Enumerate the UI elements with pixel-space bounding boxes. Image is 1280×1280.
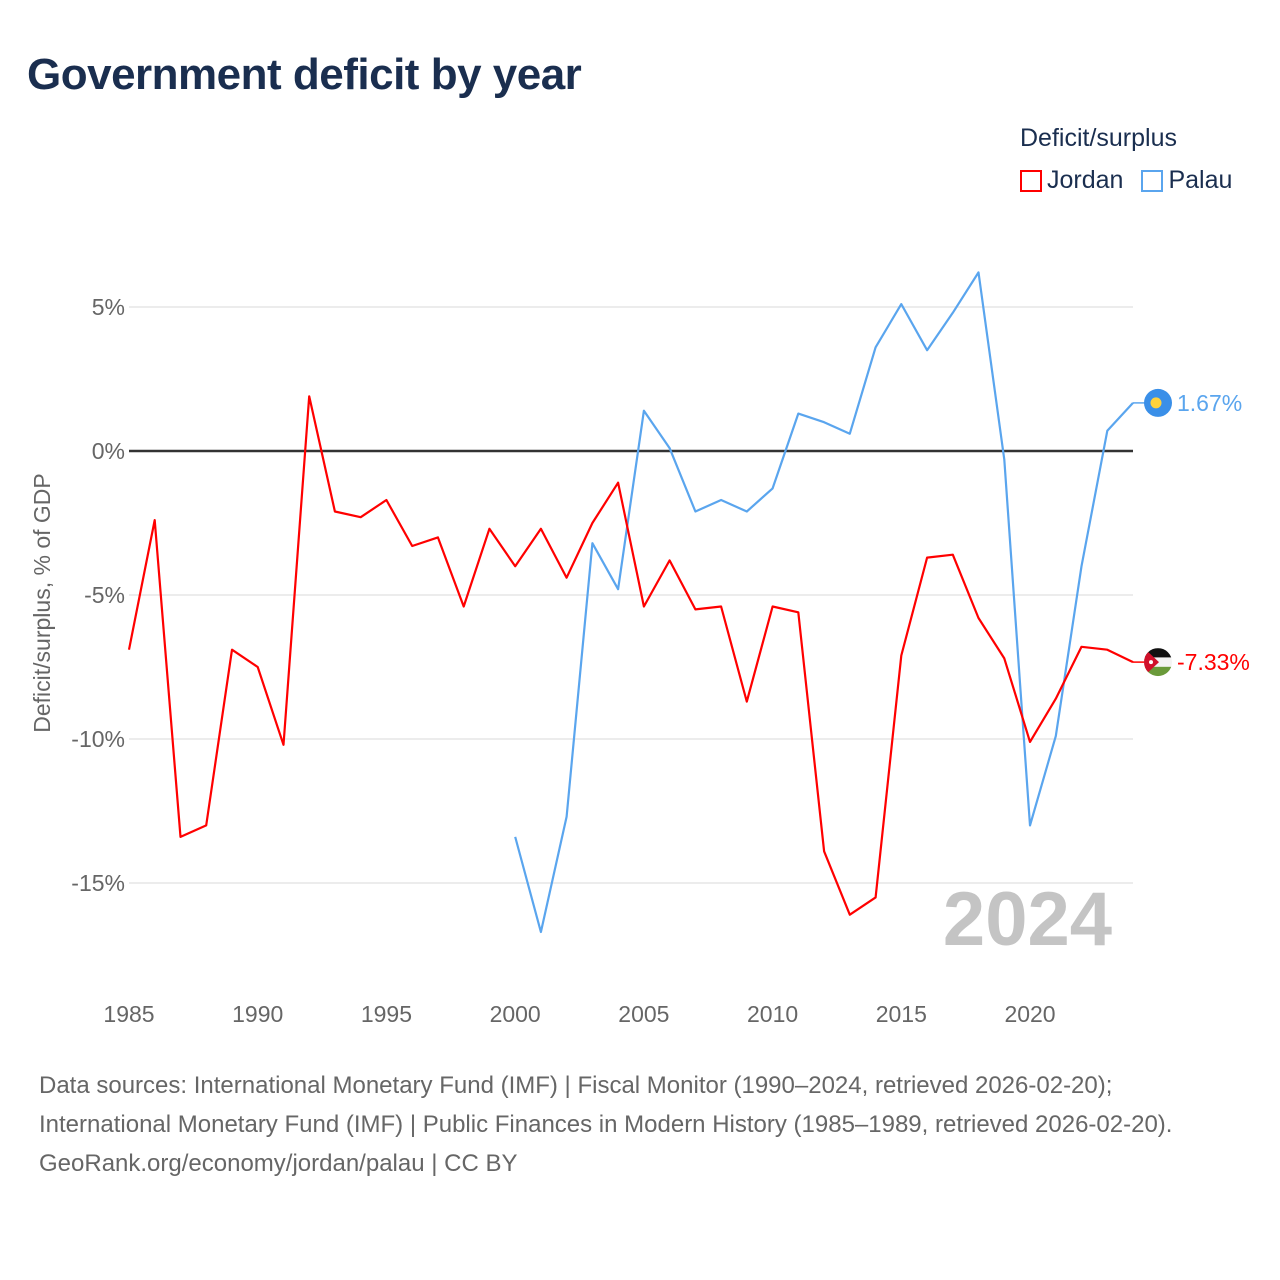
series-line-palau — [514, 271, 1134, 934]
x-tick-label: 1995 — [361, 1001, 412, 1027]
legend-label-jordan: Jordan — [1047, 166, 1124, 194]
y-tick-label: -5% — [84, 582, 125, 608]
data-sources: Data sources: International Monetary Fun… — [39, 1072, 1173, 1138]
x-tick-label: 2005 — [618, 1001, 669, 1027]
x-tick-label: 2015 — [876, 1001, 927, 1027]
y-tick-label: -15% — [71, 870, 125, 896]
legend: Jordan Palau — [1020, 166, 1232, 195]
page-title: Government deficit by year — [27, 50, 582, 99]
x-tick-label: 1990 — [232, 1001, 283, 1027]
y-axis-label: Deficit/surplus, % of GDP — [29, 473, 55, 732]
legend-swatch-jordan — [1020, 169, 1042, 192]
legend-title: Deficit/surplus — [1020, 124, 1177, 152]
x-tick-label: 1985 — [103, 1001, 154, 1027]
end-value-label-palau: 1.67% — [1177, 390, 1242, 416]
y-tick-label: 5% — [92, 294, 125, 320]
y-tick-label: -10% — [71, 726, 125, 752]
legend-swatch-palau — [1141, 169, 1164, 192]
legend-item-jordan[interactable]: Jordan — [1020, 166, 1123, 195]
year-watermark: 2024 — [943, 877, 1112, 962]
x-tick-label: 2000 — [490, 1001, 541, 1027]
x-tick-label: 2010 — [747, 1001, 798, 1027]
series-line-jordan — [127, 395, 1134, 916]
jordan-flag-icon — [1144, 648, 1172, 677]
legend-item-palau[interactable]: Palau — [1141, 166, 1232, 195]
x-tick-label: 2020 — [1004, 1001, 1055, 1027]
footer: Data sources: International Monetary Fun… — [39, 1066, 1239, 1183]
y-tick-label: 0% — [92, 438, 125, 464]
credit-link[interactable]: GeoRank.org/economy/jordan/palau | CC BY — [39, 1150, 518, 1177]
legend-label-palau: Palau — [1168, 166, 1233, 194]
end-value-label-jordan: -7.33% — [1177, 649, 1250, 675]
palau-flag-moon — [1150, 397, 1162, 409]
